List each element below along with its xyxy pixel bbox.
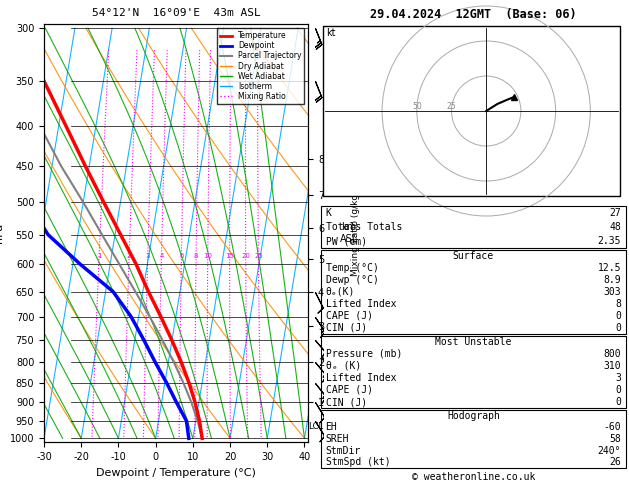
Text: 27: 27: [610, 208, 621, 218]
Text: 8: 8: [615, 299, 621, 309]
Text: Dewp (°C): Dewp (°C): [326, 275, 379, 285]
Text: 25: 25: [254, 253, 263, 259]
Text: 20: 20: [242, 253, 250, 259]
Text: Hodograph: Hodograph: [447, 411, 500, 421]
Text: © weatheronline.co.uk: © weatheronline.co.uk: [411, 472, 535, 482]
Text: 0: 0: [615, 311, 621, 321]
Text: 3: 3: [615, 373, 621, 383]
Text: 2.35: 2.35: [598, 236, 621, 246]
Text: 3: 3: [145, 253, 150, 259]
Text: 29.04.2024  12GMT  (Base: 06): 29.04.2024 12GMT (Base: 06): [370, 8, 577, 21]
Y-axis label: hPa: hPa: [0, 223, 4, 243]
Text: 8.9: 8.9: [603, 275, 621, 285]
Text: -60: -60: [603, 422, 621, 433]
Text: 240°: 240°: [598, 446, 621, 455]
Text: 8: 8: [194, 253, 198, 259]
Text: 1: 1: [97, 253, 101, 259]
Text: 48: 48: [610, 222, 621, 232]
Text: 0: 0: [615, 323, 621, 333]
Text: CIN (J): CIN (J): [326, 397, 367, 407]
Title: 54°12'N  16°09'E  43m ASL: 54°12'N 16°09'E 43m ASL: [92, 8, 260, 18]
Text: Totals Totals: Totals Totals: [326, 222, 402, 232]
Bar: [321, 206, 626, 248]
Text: K: K: [326, 208, 331, 218]
Text: SREH: SREH: [326, 434, 349, 444]
Text: Most Unstable: Most Unstable: [435, 337, 511, 347]
Text: 25: 25: [447, 102, 456, 111]
Text: 310: 310: [603, 361, 621, 371]
Text: 4: 4: [159, 253, 164, 259]
Text: PW (cm): PW (cm): [326, 236, 367, 246]
Text: 15: 15: [225, 253, 234, 259]
Bar: [323, 26, 620, 196]
Text: LCL: LCL: [308, 422, 323, 431]
Text: 303: 303: [603, 287, 621, 297]
Text: θₑ (K): θₑ (K): [326, 361, 361, 371]
Text: Temp (°C): Temp (°C): [326, 263, 379, 273]
Text: 10: 10: [203, 253, 212, 259]
Bar: [321, 336, 626, 408]
Text: CIN (J): CIN (J): [326, 323, 367, 333]
Text: 12.5: 12.5: [598, 263, 621, 273]
Text: Lifted Index: Lifted Index: [326, 299, 396, 309]
Text: Surface: Surface: [453, 251, 494, 261]
Text: θₑ(K): θₑ(K): [326, 287, 355, 297]
Bar: [321, 250, 626, 334]
Text: CAPE (J): CAPE (J): [326, 385, 372, 395]
Legend: Temperature, Dewpoint, Parcel Trajectory, Dry Adiabat, Wet Adiabat, Isotherm, Mi: Temperature, Dewpoint, Parcel Trajectory…: [217, 28, 304, 104]
Text: 2: 2: [127, 253, 131, 259]
Text: 6: 6: [179, 253, 184, 259]
Text: StmDir: StmDir: [326, 446, 361, 455]
Text: Pressure (mb): Pressure (mb): [326, 349, 402, 359]
Bar: [321, 410, 626, 468]
Text: kt: kt: [326, 28, 336, 38]
Text: EH: EH: [326, 422, 337, 433]
Y-axis label: km
ASL: km ASL: [340, 223, 359, 244]
Text: Lifted Index: Lifted Index: [326, 373, 396, 383]
Text: 800: 800: [603, 349, 621, 359]
Text: 0: 0: [615, 397, 621, 407]
Text: 50: 50: [412, 102, 421, 111]
Text: StmSpd (kt): StmSpd (kt): [326, 457, 390, 467]
Text: 0: 0: [615, 385, 621, 395]
Text: Mixing Ratio (g/kg): Mixing Ratio (g/kg): [351, 191, 360, 276]
X-axis label: Dewpoint / Temperature (°C): Dewpoint / Temperature (°C): [96, 468, 256, 478]
Text: CAPE (J): CAPE (J): [326, 311, 372, 321]
Text: 26: 26: [610, 457, 621, 467]
Text: 58: 58: [610, 434, 621, 444]
